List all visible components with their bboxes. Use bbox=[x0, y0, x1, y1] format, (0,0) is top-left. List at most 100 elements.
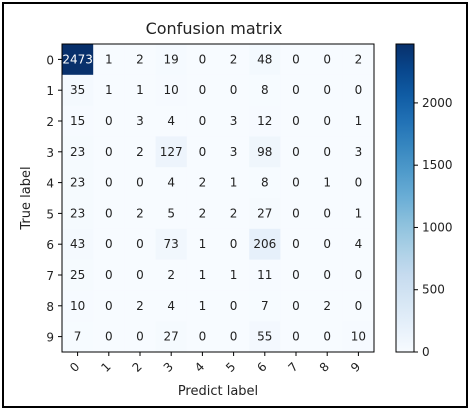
cell-value-label: 0 bbox=[105, 206, 113, 220]
cell-value-label: 0 bbox=[136, 268, 144, 282]
cell-value-label: 0 bbox=[292, 237, 300, 251]
cell-value-label: 0 bbox=[323, 114, 331, 128]
colorbar-tick-label: 2000 bbox=[422, 96, 453, 110]
cell-value-label: 4 bbox=[167, 299, 175, 313]
cell-value-label: 43 bbox=[70, 237, 85, 251]
cell-value-label: 0 bbox=[323, 83, 331, 97]
heatmap-cell bbox=[280, 228, 312, 260]
heatmap-cell bbox=[93, 136, 125, 168]
cell-value-label: 0 bbox=[292, 206, 300, 220]
cell-value-label: 0 bbox=[323, 268, 331, 282]
heatmap-cell bbox=[62, 167, 94, 199]
y-tick-label: 0 bbox=[46, 53, 54, 67]
heatmap-cell bbox=[124, 290, 156, 322]
cell-value-label: 2 bbox=[355, 52, 363, 66]
heatmap-cell bbox=[62, 290, 94, 322]
cell-value-label: 2473 bbox=[62, 52, 93, 66]
heatmap-cell bbox=[155, 228, 188, 260]
y-tick-label: 5 bbox=[46, 207, 54, 221]
heatmap-cell bbox=[186, 74, 219, 106]
heatmap-cell bbox=[124, 136, 156, 168]
heatmap-cell bbox=[186, 167, 219, 199]
x-tick-label: 9 bbox=[348, 360, 363, 375]
figure-frame: Confusion matrix 2473 1 2 19 0 2 48 0 0 2 35 1 1 10 0 0… bbox=[2, 2, 468, 408]
cell-value-label: 0 bbox=[199, 83, 207, 97]
heatmap-cell bbox=[93, 74, 125, 106]
heatmap-cell bbox=[280, 136, 312, 168]
cell-value-label: 25 bbox=[70, 268, 85, 282]
cell-value-label: 2 bbox=[136, 299, 144, 313]
cell-value-label: 73 bbox=[164, 237, 179, 251]
heatmap-cell bbox=[155, 105, 188, 137]
cell-value-label: 0 bbox=[105, 114, 113, 128]
cell-value-label: 4 bbox=[167, 176, 175, 190]
heatmap-cell bbox=[124, 44, 156, 76]
cell-value-label: 48 bbox=[257, 52, 272, 66]
colorbar-tick-labels: 0 500 1000 1500 2000 bbox=[414, 96, 453, 359]
heatmap-cell bbox=[249, 44, 281, 76]
cell-value-label: 23 bbox=[70, 145, 85, 159]
cell-value-label: 0 bbox=[323, 206, 331, 220]
heatmap-cell bbox=[342, 321, 375, 353]
cell-value-label: 27 bbox=[164, 330, 179, 344]
heatmap-cell bbox=[186, 198, 219, 230]
heatmap-cell bbox=[342, 228, 375, 260]
heatmap-cell bbox=[311, 44, 344, 76]
cell-value-label: 3 bbox=[136, 114, 144, 128]
heatmap-cell bbox=[155, 321, 188, 353]
heatmap-cell bbox=[124, 198, 156, 230]
cell-value-label: 1 bbox=[355, 114, 363, 128]
cell-value-label: 35 bbox=[70, 83, 85, 97]
y-tick-label: 3 bbox=[46, 146, 54, 160]
x-tick-label: 8 bbox=[317, 360, 332, 375]
heatmap-cell bbox=[124, 228, 156, 260]
cell-value-label: 2 bbox=[323, 299, 331, 313]
heatmap-cell bbox=[280, 167, 312, 199]
colorbar-tick-label: 1500 bbox=[422, 158, 453, 172]
heatmap-cell bbox=[249, 259, 281, 291]
heatmap-cell bbox=[62, 136, 94, 168]
cell-value-label: 0 bbox=[323, 52, 331, 66]
cell-value-label: 0 bbox=[323, 330, 331, 344]
heatmap-cell bbox=[186, 136, 219, 168]
cell-value-label: 55 bbox=[257, 330, 272, 344]
heatmap-cell bbox=[62, 259, 94, 291]
heatmap-cell bbox=[218, 259, 250, 291]
cell-value-label: 1 bbox=[105, 52, 113, 66]
heatmap-cell bbox=[124, 259, 156, 291]
x-tick-label: 5 bbox=[223, 360, 238, 375]
heatmap-cell bbox=[155, 259, 188, 291]
heatmap-cell bbox=[280, 259, 312, 291]
cell-value-label: 0 bbox=[105, 330, 113, 344]
cell-value-label: 0 bbox=[230, 237, 238, 251]
cell-value-label: 0 bbox=[292, 52, 300, 66]
heatmap-cell bbox=[124, 321, 156, 353]
heatmap-cell bbox=[155, 44, 188, 76]
y-tick-label: 7 bbox=[46, 269, 54, 283]
heatmap-cell bbox=[218, 136, 250, 168]
cell-value-label: 0 bbox=[136, 176, 144, 190]
heatmap-cell bbox=[311, 290, 344, 322]
cell-value-label: 1 bbox=[230, 176, 238, 190]
cell-value-label: 2 bbox=[136, 52, 144, 66]
cell-value-label: 0 bbox=[105, 237, 113, 251]
heatmap-cells bbox=[62, 44, 375, 353]
cell-value-label: 2 bbox=[199, 206, 207, 220]
cell-value-label: 98 bbox=[257, 145, 272, 159]
heatmap-cell bbox=[342, 105, 375, 137]
heatmap-cell bbox=[249, 321, 281, 353]
cell-value-label: 23 bbox=[70, 176, 85, 190]
cell-value-label: 0 bbox=[199, 114, 207, 128]
heatmap-cell bbox=[342, 44, 375, 76]
cell-value-label: 11 bbox=[257, 268, 272, 282]
cell-value-label: 19 bbox=[164, 52, 179, 66]
heatmap-cell bbox=[93, 198, 125, 230]
cell-value-label: 7 bbox=[261, 299, 269, 313]
plot-border bbox=[61, 43, 375, 353]
y-tick-label: 6 bbox=[46, 238, 54, 252]
heatmap-cell bbox=[311, 198, 344, 230]
heatmap-cell bbox=[280, 44, 312, 76]
colorbar-tick-label: 1000 bbox=[422, 220, 453, 234]
heatmap-cell bbox=[93, 44, 125, 76]
y-tick-label: 1 bbox=[46, 84, 54, 98]
